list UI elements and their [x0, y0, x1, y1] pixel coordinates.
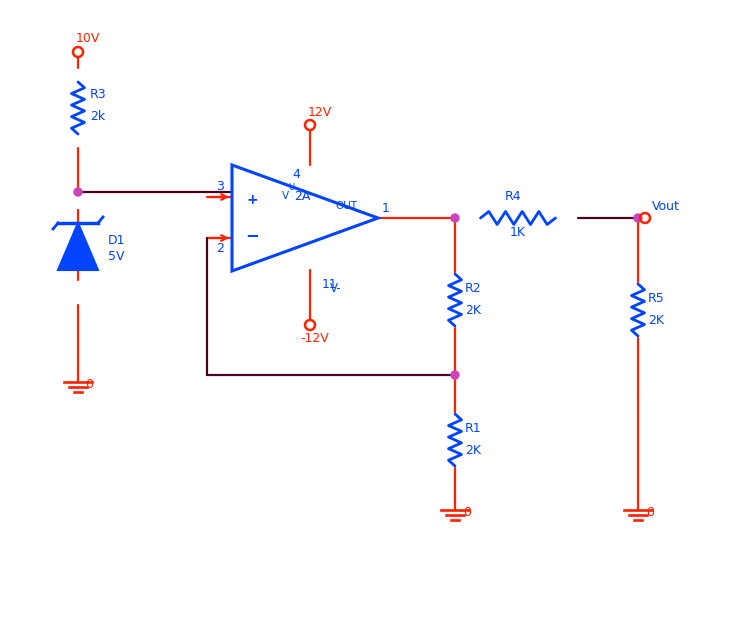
Text: 11: 11 — [322, 279, 338, 291]
Text: 4: 4 — [292, 169, 300, 181]
Text: 2k: 2k — [90, 109, 105, 123]
Polygon shape — [58, 223, 98, 270]
Text: 0: 0 — [85, 377, 93, 391]
Text: U: U — [288, 183, 294, 192]
Text: R4: R4 — [504, 190, 521, 202]
Text: 1: 1 — [382, 202, 390, 214]
Text: 10V: 10V — [76, 32, 101, 46]
Circle shape — [634, 214, 642, 222]
Text: +: + — [246, 193, 258, 207]
Text: V: V — [282, 191, 289, 201]
Circle shape — [74, 188, 82, 196]
Circle shape — [451, 371, 459, 379]
Text: 2K: 2K — [648, 313, 664, 327]
Text: R1: R1 — [465, 422, 482, 435]
Circle shape — [451, 214, 459, 222]
Text: D1: D1 — [108, 233, 126, 246]
Text: 5V: 5V — [108, 250, 125, 264]
Text: Vout: Vout — [652, 200, 680, 212]
Text: 2: 2 — [216, 241, 224, 255]
Text: 2K: 2K — [465, 303, 481, 317]
Text: 0: 0 — [646, 506, 654, 518]
Text: R3: R3 — [90, 87, 107, 100]
Text: 0: 0 — [463, 506, 471, 518]
Text: 12V: 12V — [308, 106, 332, 119]
Text: OUT: OUT — [335, 201, 357, 211]
Text: 1K: 1K — [510, 226, 526, 238]
Text: 3: 3 — [216, 181, 224, 193]
Text: R5: R5 — [648, 291, 665, 305]
Text: 2K: 2K — [465, 444, 481, 456]
Text: R2: R2 — [465, 281, 482, 295]
Text: -12V: -12V — [300, 332, 328, 346]
Text: 2A: 2A — [294, 190, 310, 202]
Text: V-: V- — [330, 281, 342, 295]
Text: −: − — [245, 226, 259, 244]
